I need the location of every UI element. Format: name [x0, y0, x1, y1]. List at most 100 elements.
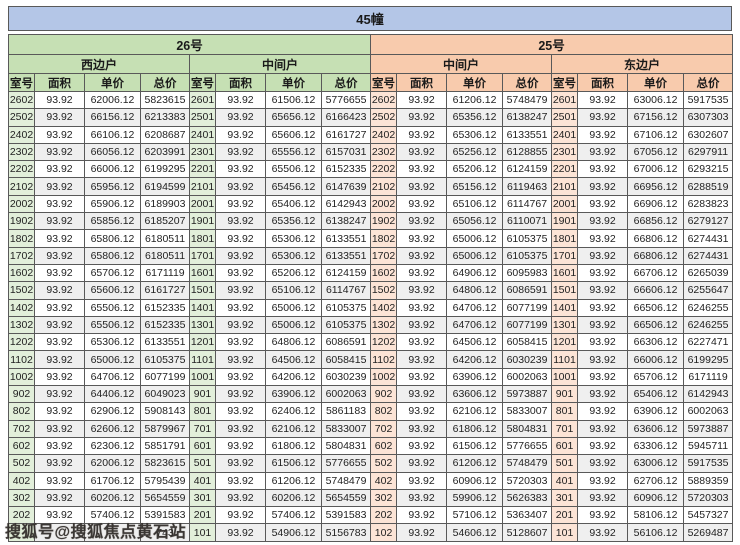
cell-room: 2101 [189, 177, 216, 196]
cell-room: 1901 [189, 212, 216, 231]
cell-area: 93.92 [215, 523, 266, 542]
table-row: 1302 93.92 65506.12 6152335 1301 93.92 65006.1… [8, 315, 734, 335]
cell-total-price: 5833007 [502, 402, 553, 421]
cell-room: 501 [189, 454, 216, 473]
cell-unit-price: 64906.12 [446, 263, 504, 283]
cell-unit-price: 64706.12 [446, 315, 504, 335]
cell-area: 93.92 [577, 402, 629, 421]
cell-total-price: 6166423 [320, 108, 372, 127]
cell-area: 93.92 [396, 385, 448, 404]
table-row: 1202 93.92 65306.12 6133551 1201 93.92 64806.1… [8, 333, 734, 352]
cell-total-price: 5861183 [320, 402, 372, 421]
cell-area: 93.92 [577, 333, 629, 352]
cell-area: 93.92 [577, 90, 629, 110]
cell-room: 1101 [189, 350, 216, 369]
cell-area: 93.92 [396, 212, 448, 231]
cell-total-price: 6293215 [683, 160, 734, 179]
cell-room: 1002 [8, 367, 35, 387]
cell-area: 93.92 [34, 281, 85, 300]
table-row: 202 93.92 57406.12 5391583 201 93.92 57406.12 5… [8, 506, 734, 525]
cell-room: 2502 [370, 108, 398, 127]
table-row: 502 93.92 62006.12 5823615 501 93.92 61506.12 5… [8, 454, 734, 473]
col-header-unit-price: 单价 [446, 73, 504, 92]
cell-room: 2501 [189, 108, 216, 127]
cell-unit-price: 65706.12 [84, 263, 141, 283]
cell-total-price: 5908143 [140, 402, 190, 421]
cell-room: 1502 [370, 281, 398, 300]
cell-total-price: 5654559 [320, 488, 372, 508]
cell-unit-price: 61506.12 [265, 90, 322, 110]
cell-total-price: 5128607 [502, 523, 553, 542]
cell-room: 2102 [370, 177, 398, 196]
cell-total-price: 6133551 [320, 246, 372, 265]
cell-area: 93.92 [215, 160, 266, 179]
cell-area: 93.92 [215, 229, 266, 248]
cell-room: 2502 [8, 108, 35, 127]
cell-unit-price: 62406.12 [265, 402, 322, 421]
cell-area: 93.92 [34, 333, 85, 352]
cell-area: 93.92 [215, 246, 266, 265]
cell-area: 93.92 [34, 298, 85, 317]
cell-area: 93.92 [396, 90, 448, 110]
cell-total-price: 6199295 [140, 160, 190, 179]
cell-area: 93.92 [577, 488, 629, 508]
cell-total-price: 6105375 [502, 246, 553, 265]
cell-room: 101 [189, 523, 216, 542]
cell-unit-price: 65606.12 [84, 281, 141, 300]
cell-room: 602 [370, 436, 398, 456]
cell-area: 93.92 [215, 488, 266, 508]
table-row: 1602 93.92 65706.12 6171119 1601 93.92 65206.1… [8, 263, 734, 283]
cell-unit-price: 64406.12 [84, 385, 141, 404]
cell-room [8, 523, 35, 542]
cell-area: 93.92 [34, 125, 85, 144]
cell-room: 802 [370, 402, 398, 421]
cell-total-price: 6086591 [502, 281, 553, 300]
cell-unit-price: 61706.12 [84, 471, 141, 490]
cell-unit-price: 66006.12 [627, 350, 685, 369]
cell-room: 601 [551, 436, 579, 456]
cell-total-price: 6152335 [140, 315, 190, 335]
col-header-area: 面积 [34, 73, 85, 92]
cell-area: 93.92 [577, 263, 629, 283]
cell-room: 201 [551, 506, 579, 525]
cell-total-price: 5945711 [683, 436, 734, 456]
cell-unit-price: 65306.12 [265, 246, 322, 265]
cell-total-price: 5851791 [140, 436, 190, 456]
cell-room: 1701 [189, 246, 216, 265]
cell-total-price: 5748479 [502, 90, 553, 110]
cell-room: 301 [551, 488, 579, 508]
cell-total-price: 6180511 [140, 229, 190, 248]
cell-unit-price: 66706.12 [627, 263, 685, 283]
cell-unit-price: 65406.12 [265, 194, 322, 214]
cell-room: 602 [8, 436, 35, 456]
cell-total-price: 6077199 [502, 298, 553, 317]
cell-area: 93.92 [215, 506, 266, 525]
cell-total-price: 6255647 [683, 281, 734, 300]
col-header-room: 室号 [370, 73, 398, 92]
unit-type-header-row: 西边户 中间户 中间户 东边户 [8, 54, 734, 74]
cell-area: 93.92 [577, 108, 629, 127]
cell-unit-price: 65856.12 [84, 212, 141, 231]
cell-room: 1702 [370, 246, 398, 265]
cell-room: 1402 [370, 298, 398, 317]
table-row: 1502 93.92 65606.12 6161727 1501 93.92 65106.1… [8, 281, 734, 300]
cell-unit-price: 64806.12 [265, 333, 322, 352]
cell-unit-price: 59906.12 [446, 488, 504, 508]
cell-unit-price: 61806.12 [265, 436, 322, 456]
table-row: 602 93.92 62306.12 5851791 601 93.92 61806.12 5… [8, 436, 734, 456]
cell-room: 1602 [8, 263, 35, 283]
cell-total-price: 5879967 [140, 419, 190, 438]
cell-room: 902 [8, 385, 35, 404]
cell-room: 2601 [551, 90, 579, 110]
cell-unit-price: 65006.12 [446, 246, 504, 265]
cell-total-price: 5626383 [502, 488, 553, 508]
table-row: 2202 93.92 66006.12 6199295 2201 93.92 65506.1… [8, 160, 734, 179]
cell-area: 93.92 [34, 142, 85, 162]
cell-room: 101 [551, 523, 579, 542]
cell-total-price: 5720303 [683, 488, 734, 508]
cell-unit-price: 65256.12 [446, 142, 504, 162]
cell-area: 93.92 [215, 333, 266, 352]
table-row: 302 93.92 60206.12 5654559 301 93.92 60206.12 5… [8, 488, 734, 508]
cell-room: 1102 [370, 350, 398, 369]
cell-total-price: 6142943 [683, 385, 734, 404]
